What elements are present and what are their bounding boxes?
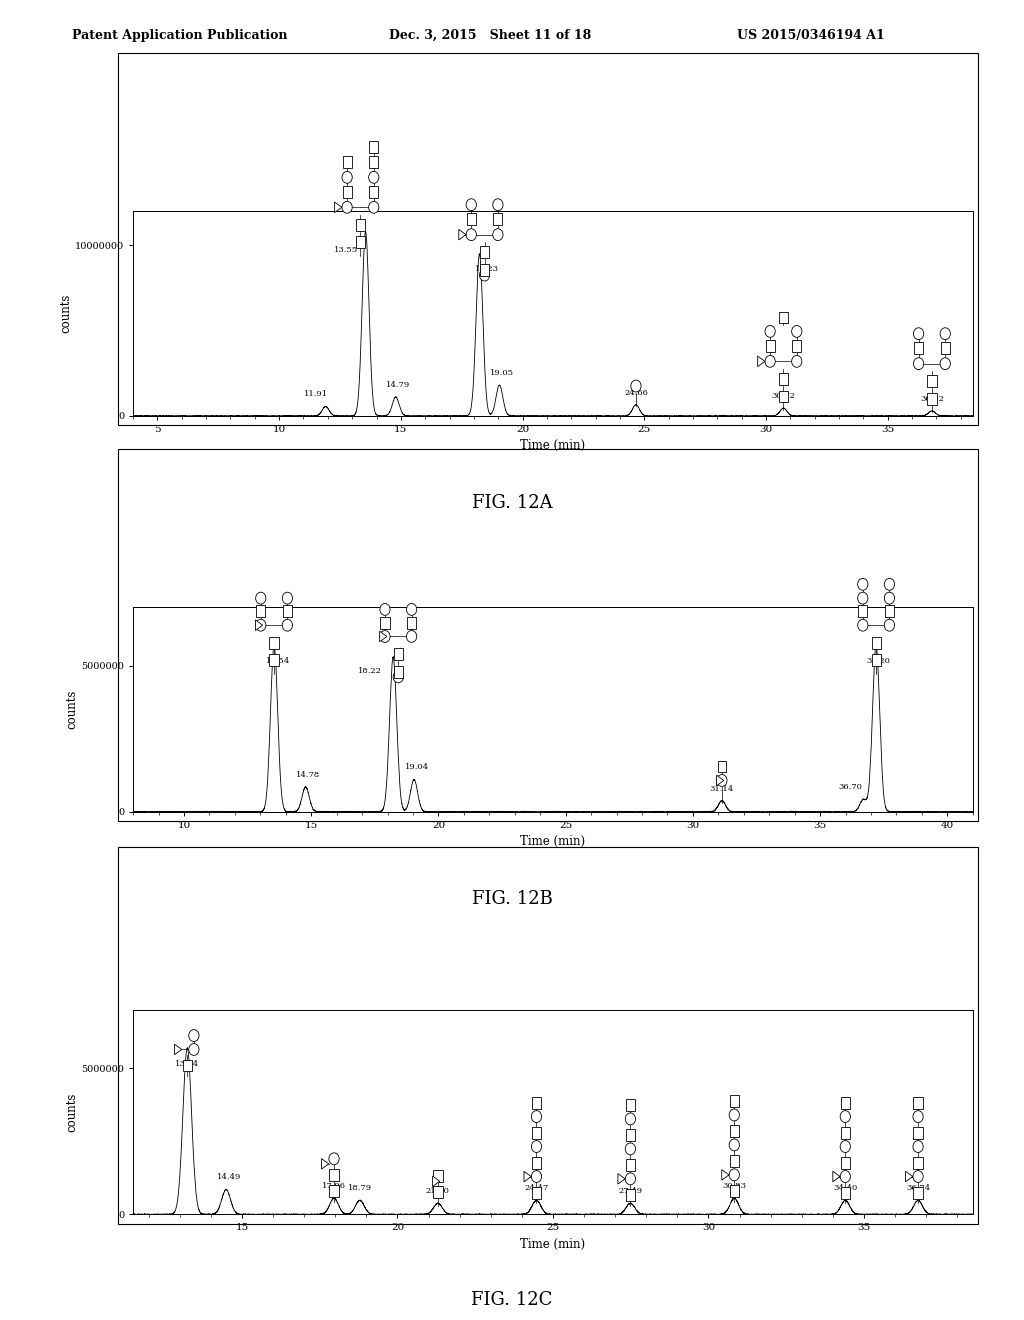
Text: 13.55: 13.55 — [334, 246, 358, 253]
X-axis label: Time (min): Time (min) — [520, 440, 586, 453]
Text: US 2015/0346194 A1: US 2015/0346194 A1 — [737, 29, 885, 42]
Text: 13.24: 13.24 — [175, 1060, 200, 1068]
Text: Patent Application Publication: Patent Application Publication — [72, 29, 287, 42]
Y-axis label: counts: counts — [66, 690, 79, 729]
Text: 18.23: 18.23 — [475, 265, 499, 273]
Text: 36.70: 36.70 — [839, 783, 862, 792]
Text: 31.14: 31.14 — [710, 784, 734, 792]
Text: 21.30: 21.30 — [426, 1187, 450, 1195]
X-axis label: Time (min): Time (min) — [520, 836, 586, 849]
Text: 19.05: 19.05 — [489, 368, 514, 378]
Text: 17.96: 17.96 — [322, 1183, 346, 1191]
Text: Dec. 3, 2015   Sheet 11 of 18: Dec. 3, 2015 Sheet 11 of 18 — [389, 29, 592, 42]
Text: 34.40: 34.40 — [834, 1184, 857, 1192]
Text: 36.82: 36.82 — [920, 395, 944, 403]
Text: FIG. 12B: FIG. 12B — [472, 890, 552, 908]
Text: 18.22: 18.22 — [358, 668, 382, 676]
Text: 13.54: 13.54 — [266, 657, 290, 665]
Text: 37.20: 37.20 — [866, 657, 891, 665]
Text: 19.04: 19.04 — [404, 763, 429, 771]
Text: 14.78: 14.78 — [296, 771, 321, 779]
Text: 27.49: 27.49 — [618, 1187, 642, 1195]
Text: 30.72: 30.72 — [771, 392, 796, 400]
Text: 24.66: 24.66 — [624, 388, 648, 396]
Text: 14.49: 14.49 — [217, 1173, 242, 1181]
Text: 24.47: 24.47 — [524, 1184, 549, 1192]
Y-axis label: counts: counts — [59, 294, 72, 333]
Text: FIG. 12A: FIG. 12A — [472, 494, 552, 512]
Text: 14.79: 14.79 — [386, 381, 411, 389]
Text: 36.74: 36.74 — [906, 1184, 930, 1192]
Text: FIG. 12C: FIG. 12C — [471, 1291, 553, 1309]
Y-axis label: counts: counts — [66, 1093, 79, 1131]
Text: 30.83: 30.83 — [722, 1183, 746, 1191]
Text: 11.91: 11.91 — [304, 391, 328, 399]
X-axis label: Time (min): Time (min) — [520, 1238, 586, 1251]
Text: 18.79: 18.79 — [348, 1184, 372, 1192]
